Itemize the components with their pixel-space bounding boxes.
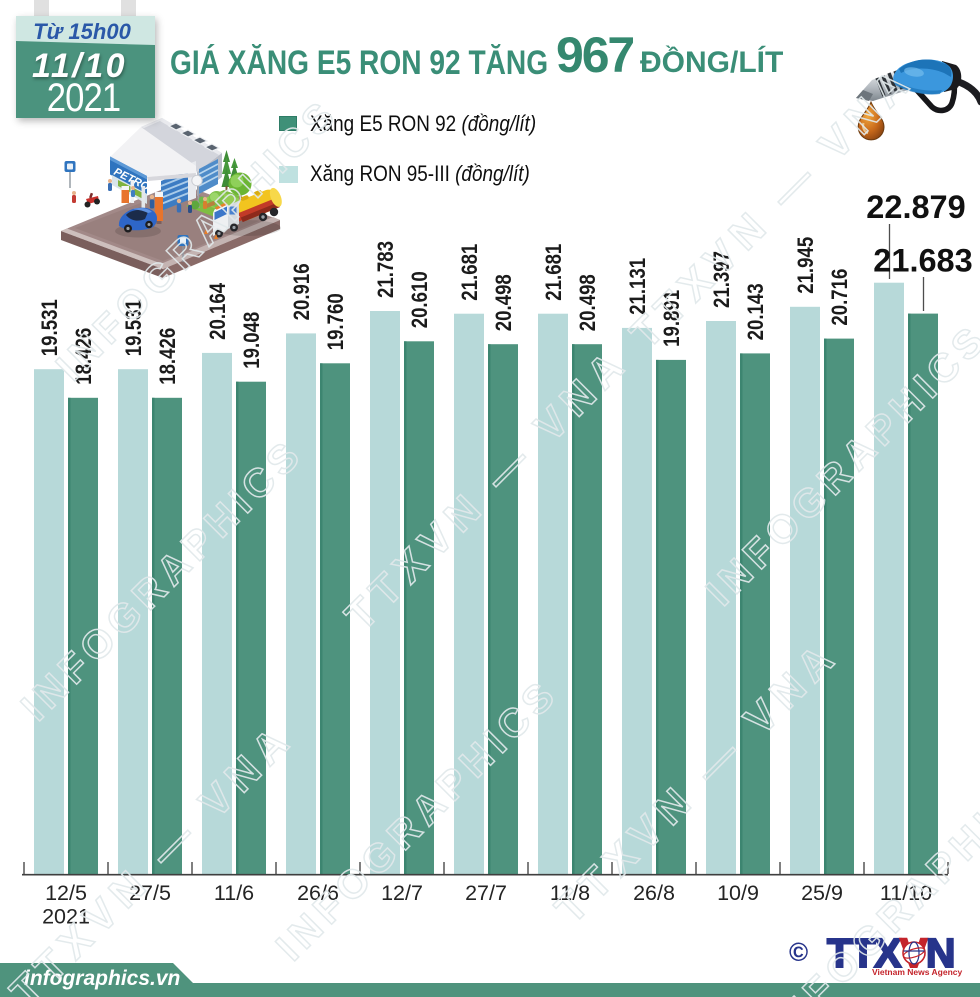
svg-text:12/7: 12/7: [381, 881, 423, 905]
svg-text:12/5: 12/5: [45, 881, 87, 905]
svg-text:18.426: 18.426: [155, 328, 180, 385]
svg-text:27/5: 27/5: [129, 881, 171, 905]
svg-text:21.131: 21.131: [625, 258, 650, 315]
svg-text:21.681: 21.681: [541, 244, 566, 301]
svg-text:19.048: 19.048: [239, 312, 264, 369]
svg-text:21.945: 21.945: [793, 237, 818, 294]
svg-text:20.916: 20.916: [289, 263, 314, 320]
svg-text:20.498: 20.498: [575, 274, 600, 331]
svg-text:11/8: 11/8: [550, 881, 590, 905]
svg-text:19.531: 19.531: [37, 299, 62, 356]
svg-text:19.891: 19.891: [659, 290, 684, 347]
svg-text:20.164: 20.164: [205, 282, 230, 340]
svg-text:25/9: 25/9: [801, 881, 843, 905]
svg-text:21.683: 21.683: [873, 243, 972, 279]
svg-text:21.783: 21.783: [373, 241, 398, 298]
svg-text:11/6: 11/6: [214, 881, 254, 905]
svg-text:21.397: 21.397: [709, 251, 734, 308]
svg-text:10/9: 10/9: [717, 881, 759, 905]
svg-text:19.531: 19.531: [121, 299, 146, 356]
svg-text:20.143: 20.143: [743, 283, 768, 340]
svg-text:20.610: 20.610: [407, 271, 432, 328]
svg-text:20.716: 20.716: [827, 269, 852, 326]
svg-text:26/6: 26/6: [297, 881, 339, 905]
svg-text:27/7: 27/7: [465, 881, 507, 905]
svg-text:18.426: 18.426: [71, 328, 96, 385]
svg-text:20.498: 20.498: [491, 274, 516, 331]
svg-text:22.879: 22.879: [866, 189, 965, 225]
svg-text:11/10: 11/10: [880, 881, 932, 905]
svg-text:2021: 2021: [42, 905, 90, 929]
svg-text:26/8: 26/8: [633, 881, 675, 905]
svg-text:21.681: 21.681: [457, 244, 482, 301]
svg-text:19.760: 19.760: [323, 293, 348, 350]
